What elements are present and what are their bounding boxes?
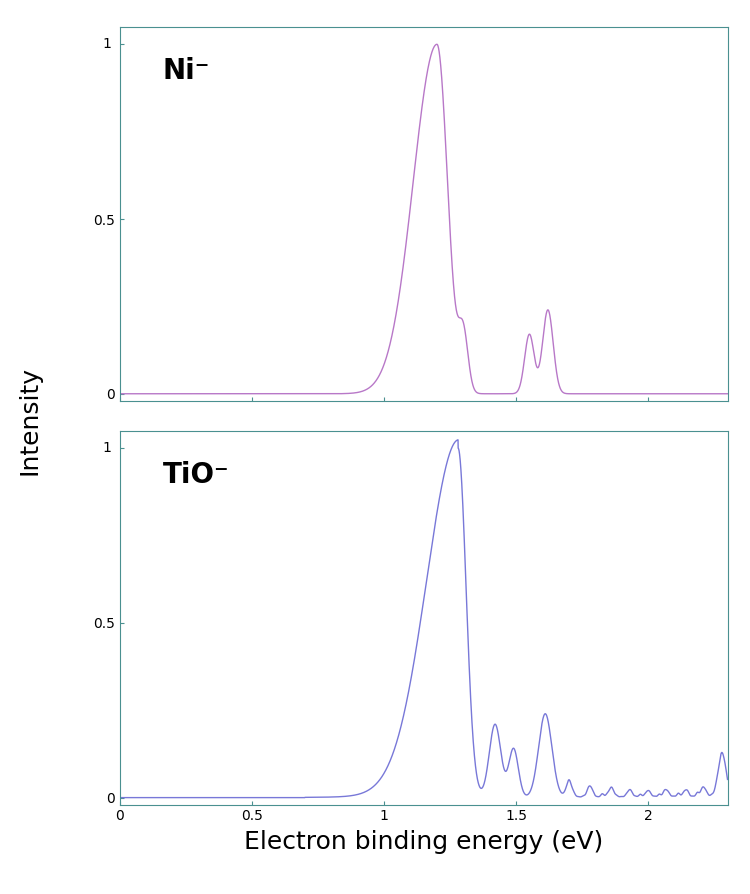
Text: Intensity: Intensity: [18, 366, 42, 475]
X-axis label: Electron binding energy (eV): Electron binding energy (eV): [244, 831, 603, 855]
Text: 1: 1: [103, 38, 112, 51]
Text: Ni⁻: Ni⁻: [163, 56, 210, 85]
Text: TiO⁻: TiO⁻: [163, 460, 230, 489]
Text: 1: 1: [103, 441, 112, 455]
